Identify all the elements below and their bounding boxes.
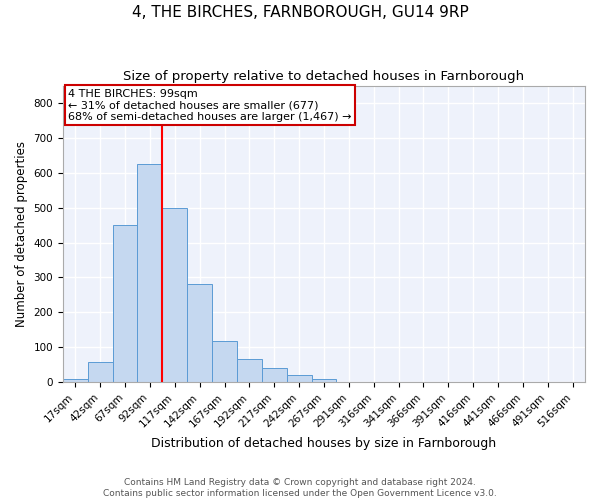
Bar xyxy=(262,368,287,382)
Bar xyxy=(113,225,137,382)
Bar xyxy=(237,360,262,382)
Bar xyxy=(187,284,212,382)
Text: 4, THE BIRCHES, FARNBOROUGH, GU14 9RP: 4, THE BIRCHES, FARNBOROUGH, GU14 9RP xyxy=(131,5,469,20)
Y-axis label: Number of detached properties: Number of detached properties xyxy=(15,141,28,327)
Bar xyxy=(63,378,88,382)
Bar xyxy=(287,375,311,382)
Text: Contains HM Land Registry data © Crown copyright and database right 2024.
Contai: Contains HM Land Registry data © Crown c… xyxy=(103,478,497,498)
Bar xyxy=(137,164,163,382)
Bar xyxy=(311,378,337,382)
Bar xyxy=(163,208,187,382)
X-axis label: Distribution of detached houses by size in Farnborough: Distribution of detached houses by size … xyxy=(151,437,497,450)
Text: 4 THE BIRCHES: 99sqm
← 31% of detached houses are smaller (677)
68% of semi-deta: 4 THE BIRCHES: 99sqm ← 31% of detached h… xyxy=(68,88,352,122)
Title: Size of property relative to detached houses in Farnborough: Size of property relative to detached ho… xyxy=(124,70,524,83)
Bar xyxy=(88,362,113,382)
Bar xyxy=(212,341,237,382)
